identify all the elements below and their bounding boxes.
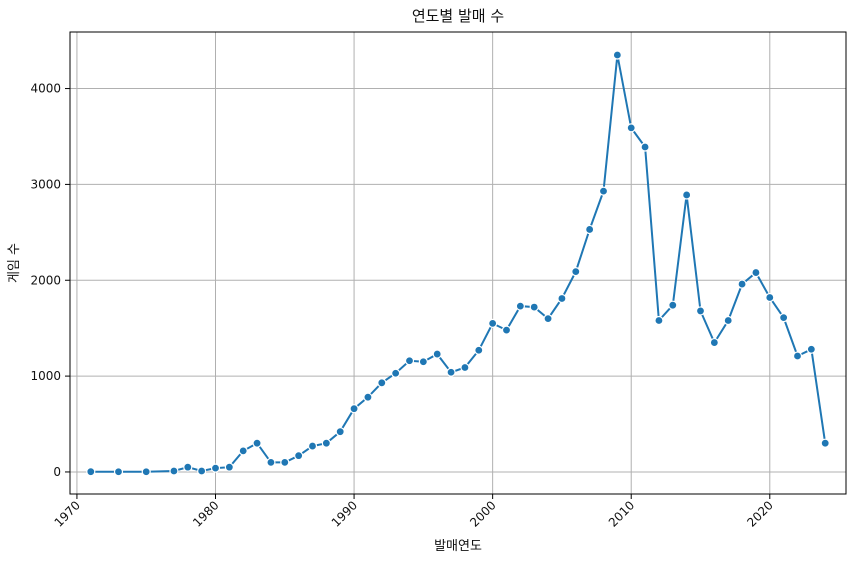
data-point xyxy=(779,313,789,323)
x-tick-label: 1970 xyxy=(52,498,83,529)
x-tick-label: 2000 xyxy=(467,498,498,529)
x-tick-label: 1980 xyxy=(190,498,221,529)
axis-ticks: 1970 1980 1990 2000 2010 2020 0 1000 2000 3000 400… xyxy=(30,82,775,530)
data-points xyxy=(86,50,830,477)
y-axis-label: 게임 수 xyxy=(7,243,22,283)
data-point xyxy=(612,50,622,60)
y-tick-label: 3000 xyxy=(30,177,61,191)
data-point xyxy=(294,451,304,461)
data-point xyxy=(252,438,262,448)
data-point xyxy=(640,142,650,152)
y-tick-label: 0 xyxy=(53,465,61,479)
y-tick-label: 2000 xyxy=(30,273,61,287)
data-point xyxy=(765,292,775,303)
data-point xyxy=(585,224,595,235)
data-point xyxy=(501,325,512,335)
data-point xyxy=(280,457,290,467)
grid xyxy=(70,32,846,494)
data-point xyxy=(183,462,193,472)
data-point xyxy=(363,392,373,402)
data-point xyxy=(557,293,567,304)
data-point xyxy=(598,186,609,196)
data-point xyxy=(446,367,456,377)
x-axis-label: 발매연도 xyxy=(434,539,482,554)
data-point xyxy=(474,345,484,355)
data-point xyxy=(266,457,276,467)
data-point xyxy=(695,306,706,316)
data-point xyxy=(210,463,221,473)
plot-frame xyxy=(69,31,847,495)
data-point xyxy=(335,427,345,437)
data-point xyxy=(460,362,470,373)
data-point xyxy=(169,466,179,476)
data-point xyxy=(682,190,692,200)
x-tick-label: 1990 xyxy=(329,498,360,529)
data-point xyxy=(529,302,539,312)
data-point xyxy=(792,351,803,361)
data-point xyxy=(806,344,816,354)
data-point xyxy=(668,300,678,310)
data-point xyxy=(377,378,387,388)
data-point xyxy=(307,441,318,451)
data-point xyxy=(418,357,428,367)
data-point xyxy=(654,315,664,326)
data-point xyxy=(488,318,498,328)
y-tick-label: 1000 xyxy=(30,369,61,383)
chart-title: 연도별 발매 수 xyxy=(412,7,504,25)
data-point xyxy=(349,404,359,414)
data-point xyxy=(404,356,415,366)
data-point xyxy=(141,467,151,477)
data-point xyxy=(197,466,207,476)
data-point xyxy=(571,267,581,277)
data-point xyxy=(515,301,525,311)
data-point xyxy=(820,438,830,448)
data-point xyxy=(543,313,553,324)
y-tick-label: 4000 xyxy=(30,82,61,96)
data-point xyxy=(751,267,761,278)
data-point xyxy=(391,368,401,378)
x-tick-label: 2020 xyxy=(744,498,775,529)
data-point xyxy=(709,337,719,348)
data-point xyxy=(113,467,124,477)
data-point xyxy=(626,123,636,133)
data-point xyxy=(737,279,747,289)
data-point xyxy=(723,315,733,326)
data-point xyxy=(238,446,248,456)
data-point xyxy=(224,462,234,472)
x-tick-label: 2010 xyxy=(606,498,637,529)
series-line xyxy=(90,54,827,473)
data-point xyxy=(432,349,442,359)
data-point xyxy=(321,438,331,448)
data-point xyxy=(86,467,96,477)
